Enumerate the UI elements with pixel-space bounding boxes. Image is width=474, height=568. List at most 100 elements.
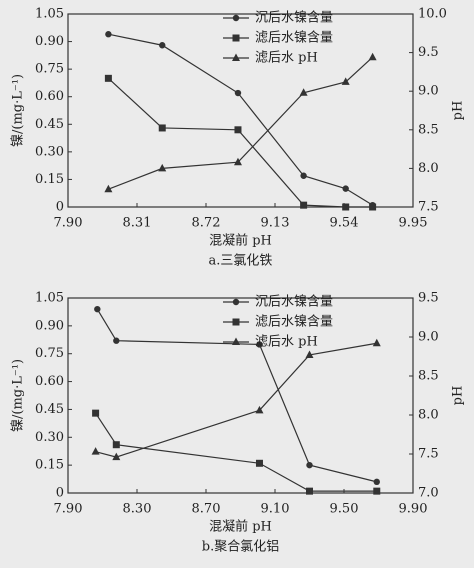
x-tick-label: 8.70 bbox=[192, 502, 221, 517]
y-tick-label: 0.60 bbox=[35, 374, 64, 389]
marker bbox=[112, 441, 120, 449]
marker bbox=[373, 478, 380, 486]
y2-axis-label: pH bbox=[451, 101, 466, 121]
y2-axis-label: pH bbox=[451, 386, 466, 406]
y-tick-label: 0.45 bbox=[35, 402, 64, 417]
x-tick-label: 9.50 bbox=[330, 502, 359, 517]
y2-tick-label: 9.0 bbox=[418, 330, 439, 345]
series-line bbox=[108, 33, 373, 206]
x-tick-label: 9.95 bbox=[399, 216, 428, 231]
x-tick-label: 7.90 bbox=[54, 216, 83, 231]
y-tick-label: 0.45 bbox=[35, 117, 64, 132]
y-axis-label: 镍/(mg·L⁻¹) bbox=[11, 359, 26, 432]
marker bbox=[256, 341, 263, 348]
marker bbox=[299, 88, 308, 96]
series-line bbox=[107, 77, 373, 208]
x-tick-label: 7.90 bbox=[54, 502, 83, 517]
marker bbox=[373, 487, 381, 495]
y-tick-label: 0.90 bbox=[35, 318, 64, 333]
x-tick-label: 9.10 bbox=[261, 502, 290, 517]
marker bbox=[158, 163, 167, 172]
y-tick-label: 0.15 bbox=[35, 172, 64, 187]
marker bbox=[232, 34, 240, 42]
marker bbox=[342, 203, 350, 211]
x-axis-label: 混凝前 pH bbox=[209, 233, 272, 249]
marker bbox=[369, 203, 377, 211]
plot-frame bbox=[67, 297, 414, 494]
legend-label: 沉后水镍含量 bbox=[255, 294, 333, 310]
marker bbox=[232, 14, 240, 22]
marker bbox=[104, 184, 113, 193]
marker bbox=[232, 318, 240, 326]
y-tick-label: 0.30 bbox=[35, 430, 64, 445]
y-tick-label: 0.75 bbox=[35, 346, 64, 361]
marker bbox=[232, 337, 240, 345]
marker bbox=[234, 126, 242, 134]
marker bbox=[368, 52, 377, 61]
legend-label: 滤后水镍含量 bbox=[255, 30, 333, 46]
marker bbox=[305, 350, 314, 358]
y2-tick-label: 7.5 bbox=[418, 447, 439, 462]
marker bbox=[113, 337, 120, 344]
marker bbox=[306, 487, 313, 495]
x-tick-label: 8.72 bbox=[192, 216, 221, 231]
marker bbox=[94, 305, 101, 313]
y2-tick-label: 8.0 bbox=[418, 408, 439, 423]
marker bbox=[372, 338, 381, 347]
y2-tick-label: 9.0 bbox=[418, 84, 439, 99]
x-axis-label: 混凝前 pH bbox=[209, 519, 272, 535]
caption: a.三氯化铁 bbox=[209, 254, 273, 269]
x-tick-label: 9.90 bbox=[399, 502, 428, 517]
legend-label: 滤后水镍含量 bbox=[255, 314, 333, 330]
caption: b.聚合氯化铝 bbox=[202, 540, 279, 555]
marker bbox=[233, 157, 242, 166]
y-tick-label: 0 bbox=[56, 486, 64, 501]
marker bbox=[255, 459, 263, 467]
y-axis-label: 镍/(mg·L⁻¹) bbox=[11, 74, 26, 147]
y2-tick-label: 10.0 bbox=[418, 7, 447, 22]
x-tick-label: 9.13 bbox=[261, 216, 290, 231]
marker bbox=[232, 298, 240, 306]
x-tick-label: 8.30 bbox=[123, 502, 152, 517]
marker bbox=[232, 53, 240, 61]
marker bbox=[158, 124, 166, 132]
marker bbox=[104, 74, 112, 82]
y-tick-label: 1.05 bbox=[35, 7, 64, 22]
x-tick-label: 9.54 bbox=[330, 216, 359, 231]
marker bbox=[306, 461, 313, 469]
plot-frame bbox=[67, 13, 414, 208]
marker bbox=[300, 172, 307, 179]
series-line bbox=[95, 342, 377, 458]
marker bbox=[255, 405, 264, 414]
marker bbox=[234, 89, 242, 97]
marker bbox=[341, 77, 350, 85]
marker bbox=[342, 185, 349, 192]
series-line bbox=[95, 412, 377, 492]
y2-tick-label: 9.5 bbox=[418, 291, 439, 306]
y2-tick-label: 7.5 bbox=[418, 200, 439, 215]
marker bbox=[159, 42, 166, 49]
legend-label: 沉后水镍含量 bbox=[255, 10, 333, 26]
x-tick-label: 8.31 bbox=[123, 216, 152, 231]
marker bbox=[300, 201, 308, 209]
series-line bbox=[108, 56, 374, 190]
y-tick-label: 0.75 bbox=[35, 62, 64, 77]
y-tick-label: 1.05 bbox=[35, 291, 64, 306]
marker bbox=[105, 31, 112, 38]
legend-label: 滤后水 pH bbox=[255, 335, 318, 350]
y2-tick-label: 8.0 bbox=[418, 161, 439, 176]
y-tick-label: 0.30 bbox=[35, 144, 64, 159]
y-tick-label: 0.60 bbox=[35, 89, 64, 104]
y2-tick-label: 9.5 bbox=[418, 45, 439, 60]
y2-tick-label: 8.5 bbox=[418, 122, 439, 137]
series-line bbox=[96, 308, 377, 483]
legend-label: 滤后水 pH bbox=[255, 51, 318, 66]
y2-tick-label: 8.5 bbox=[418, 369, 439, 384]
y-tick-label: 0 bbox=[56, 200, 64, 215]
marker bbox=[92, 409, 100, 417]
marker bbox=[112, 452, 121, 461]
marker bbox=[91, 447, 100, 455]
y-tick-label: 0.15 bbox=[35, 458, 64, 473]
y2-tick-label: 7.0 bbox=[418, 486, 439, 501]
